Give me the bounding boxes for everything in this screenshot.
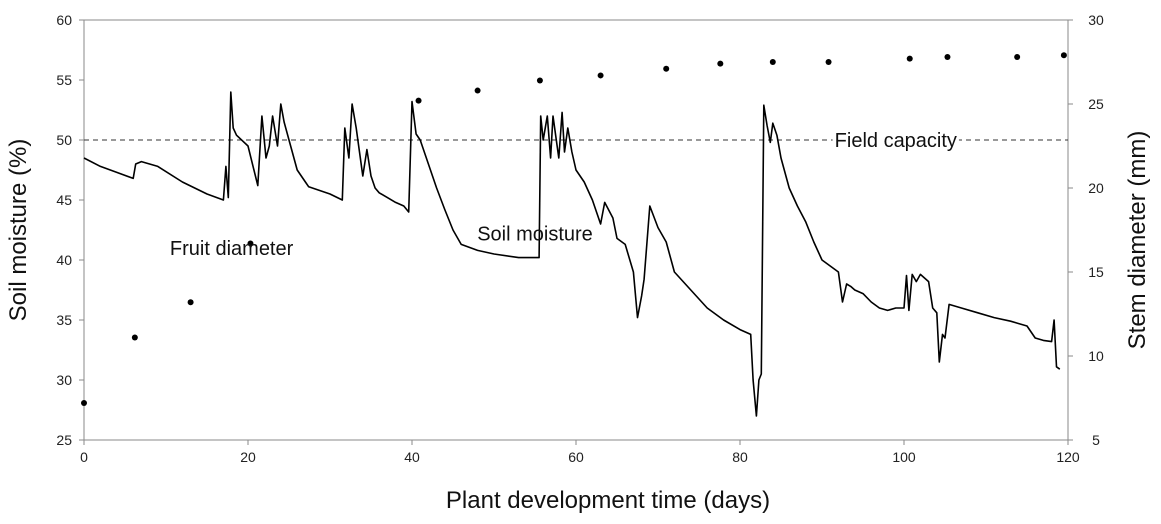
x-tick-label: 100 — [892, 449, 916, 465]
fruit-diameter-point — [906, 55, 913, 62]
y-left-tick-label: 40 — [56, 252, 72, 268]
y-left-tick-label: 45 — [56, 192, 72, 208]
y-left-tick-label: 50 — [56, 132, 72, 148]
x-tick-label: 120 — [1056, 449, 1080, 465]
fruit-diameter-point — [247, 240, 254, 247]
x-tick-label: 20 — [240, 449, 256, 465]
fruit-diameter-point — [536, 77, 543, 84]
y-right-tick-label: 10 — [1088, 348, 1104, 364]
fruit-diameter-point — [769, 59, 776, 65]
x-tick-label: 40 — [404, 449, 420, 465]
fruit-diameter-point — [597, 72, 604, 79]
soil-moisture-label: Soil moisture — [477, 224, 593, 246]
fruit-diameter-point — [81, 400, 87, 407]
fruit-diameter-point — [415, 97, 422, 104]
x-tick-label: 60 — [568, 449, 584, 465]
fruit-diameter-point — [131, 334, 138, 341]
y-right-tick-label: 20 — [1088, 180, 1104, 196]
y-axis-right-title: Stem diameter (mm) — [1124, 131, 1151, 350]
y-right-tick-label: 25 — [1088, 96, 1104, 112]
fruit-diameter-point — [474, 87, 481, 94]
y-left-tick-label: 60 — [56, 12, 72, 28]
field-capacity-label: Field capacity — [835, 130, 957, 152]
fruit-diameter-point — [1060, 52, 1067, 59]
x-tick-label: 0 — [80, 449, 88, 465]
y-right-tick-label: 15 — [1088, 264, 1104, 280]
fruit-diameter-label: Fruit diameter — [170, 238, 294, 260]
y-left-tick-label: 55 — [56, 72, 72, 88]
y-right-tick-label: 30 — [1088, 12, 1104, 28]
x-axis-title: Plant development time (days) — [446, 487, 770, 514]
fruit-diameter-point — [825, 59, 832, 65]
soil-moisture-line — [83, 91, 1061, 417]
field-capacity-label-bg — [832, 133, 959, 149]
fruit-diameter-point — [717, 60, 724, 67]
y-right-tick-label: 5 — [1092, 432, 1100, 448]
y-left-tick-label: 25 — [56, 432, 72, 448]
fruit-diameter-point — [944, 53, 951, 60]
y-axis-left-title: Soil moisture (%) — [5, 139, 32, 322]
x-tick-label: 80 — [732, 449, 748, 465]
fruit-diameter-point — [1014, 53, 1021, 60]
y-left-tick-label: 30 — [56, 372, 72, 388]
y-left-tick-label: 35 — [56, 312, 72, 328]
fruit-diameter-point — [187, 299, 194, 306]
fruit-diameter-point — [663, 65, 670, 72]
